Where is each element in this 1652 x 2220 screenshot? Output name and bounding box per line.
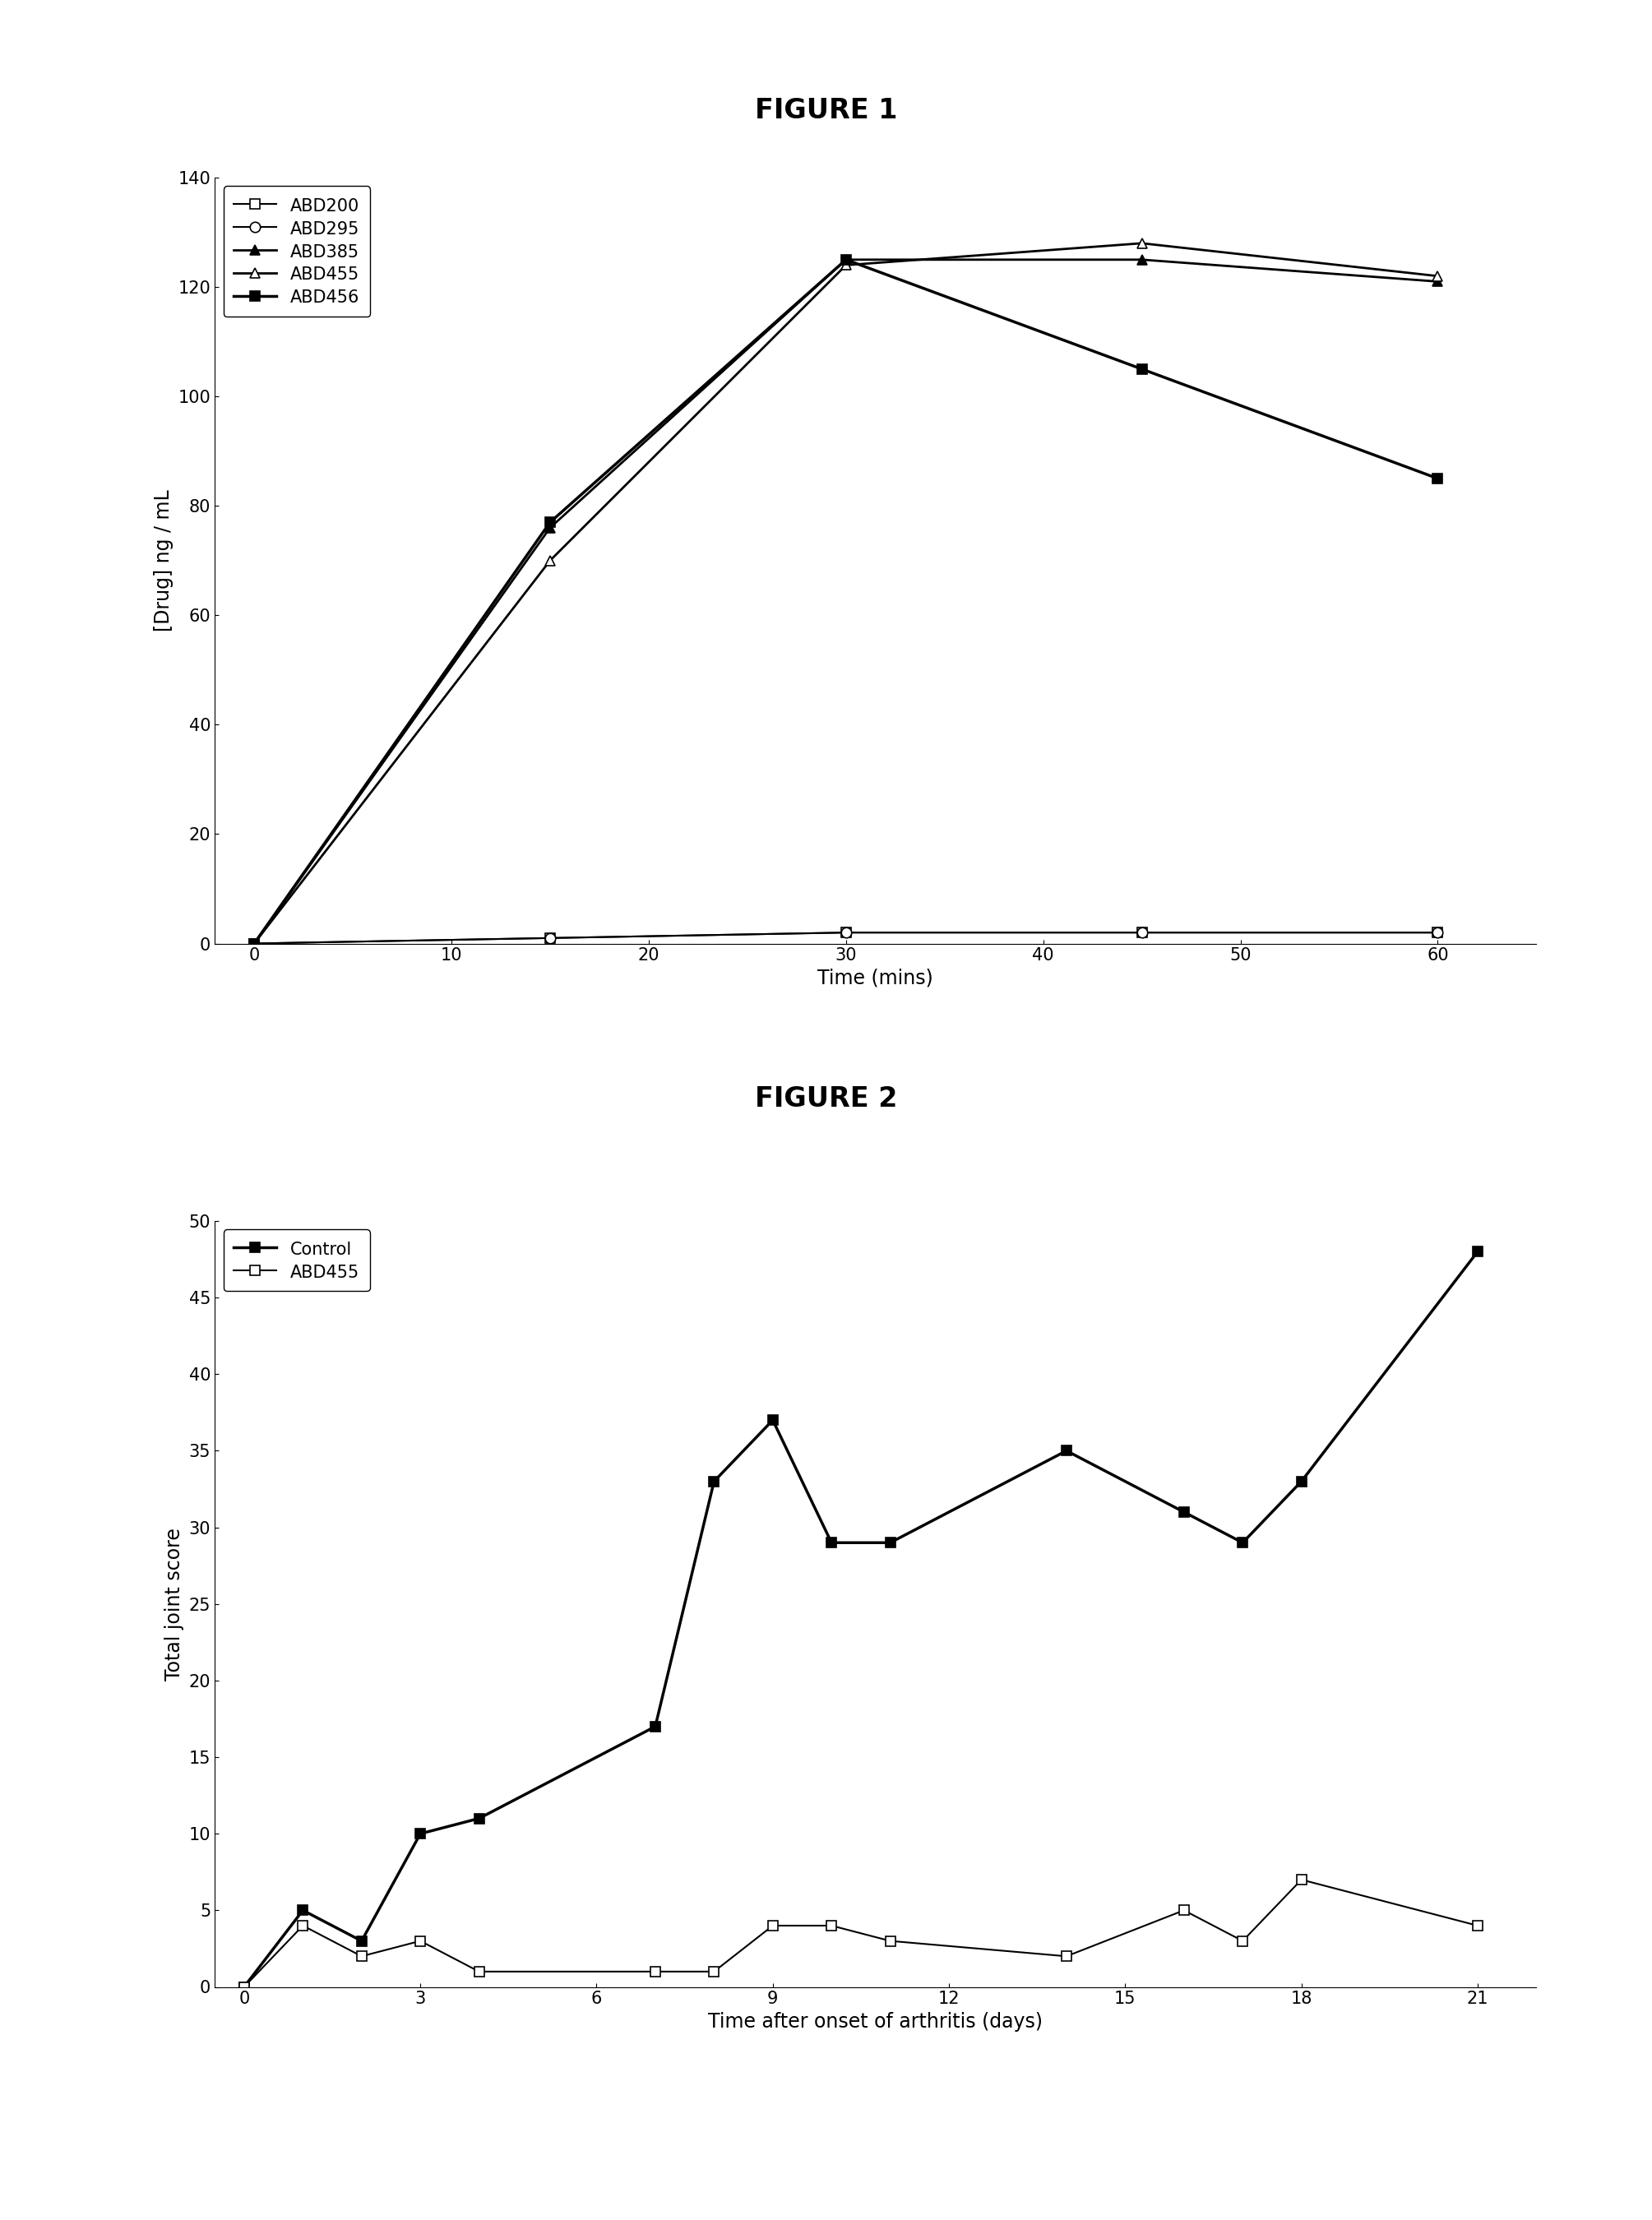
ABD456 [836,246,856,273]
Control [235,1974,254,2000]
ABD200 [1132,919,1151,946]
ABD385 [244,930,264,957]
ABD455 [410,1927,430,1954]
ABD455 [1132,231,1151,258]
X-axis label: Time (mins): Time (mins) [818,968,933,988]
ABD455 [821,1911,841,1938]
ABD455 [1292,1867,1312,1894]
Y-axis label: Total joint score: Total joint score [165,1527,185,1681]
ABD385 [836,246,856,273]
ABD455 [352,1942,372,1969]
Control [1175,1499,1194,1525]
Control [410,1820,430,1847]
Control [763,1407,783,1434]
Line: ABD385: ABD385 [249,255,1442,948]
ABD455 [881,1927,900,1954]
ABD295 [1132,919,1151,946]
ABD200 [244,930,264,957]
ABD455 [646,1958,666,1985]
ABD455 [836,251,856,278]
Line: ABD456: ABD456 [249,255,1442,948]
ABD455 [1232,1927,1252,1954]
Control [881,1530,900,1556]
Legend: Control, ABD455: Control, ABD455 [223,1230,370,1292]
ABD385 [1132,246,1151,273]
Control [1232,1530,1252,1556]
ABD295 [244,930,264,957]
Control [292,1896,312,1923]
ABD200 [836,919,856,946]
ABD455 [1427,262,1447,289]
ABD455 [292,1911,312,1938]
ABD455 [1175,1896,1194,1923]
Line: ABD295: ABD295 [249,928,1442,948]
Text: FIGURE 2: FIGURE 2 [755,1086,897,1112]
Control [1467,1239,1487,1265]
ABD455 [1467,1911,1487,1938]
Y-axis label: [Drug] ng / mL: [Drug] ng / mL [154,491,173,630]
ABD456 [1132,355,1151,382]
Control [1057,1439,1077,1465]
Control [704,1467,724,1494]
ABD455 [540,548,560,575]
Line: ABD455: ABD455 [240,1874,1483,1991]
Text: FIGURE 1: FIGURE 1 [755,98,897,124]
ABD455 [704,1958,724,1985]
ABD295 [1427,919,1447,946]
ABD455 [235,1974,254,2000]
Control [352,1927,372,1954]
ABD455 [244,930,264,957]
Control [469,1805,489,1832]
Control [1292,1467,1312,1494]
ABD456 [244,930,264,957]
Line: ABD200: ABD200 [249,928,1442,948]
ABD455 [1057,1942,1077,1969]
ABD295 [836,919,856,946]
ABD455 [469,1958,489,1985]
ABD385 [540,515,560,542]
Control [821,1530,841,1556]
ABD385 [1427,269,1447,295]
X-axis label: Time after onset of arthritis (days): Time after onset of arthritis (days) [709,2011,1042,2031]
ABD295 [540,926,560,952]
Control [646,1714,666,1740]
ABD200 [540,926,560,952]
ABD456 [540,508,560,535]
Line: ABD455: ABD455 [249,238,1442,948]
Line: Control: Control [240,1245,1483,1991]
ABD200 [1427,919,1447,946]
ABD456 [1427,466,1447,493]
Legend: ABD200, ABD295, ABD385, ABD455, ABD456: ABD200, ABD295, ABD385, ABD455, ABD456 [223,186,370,317]
ABD455 [763,1911,783,1938]
